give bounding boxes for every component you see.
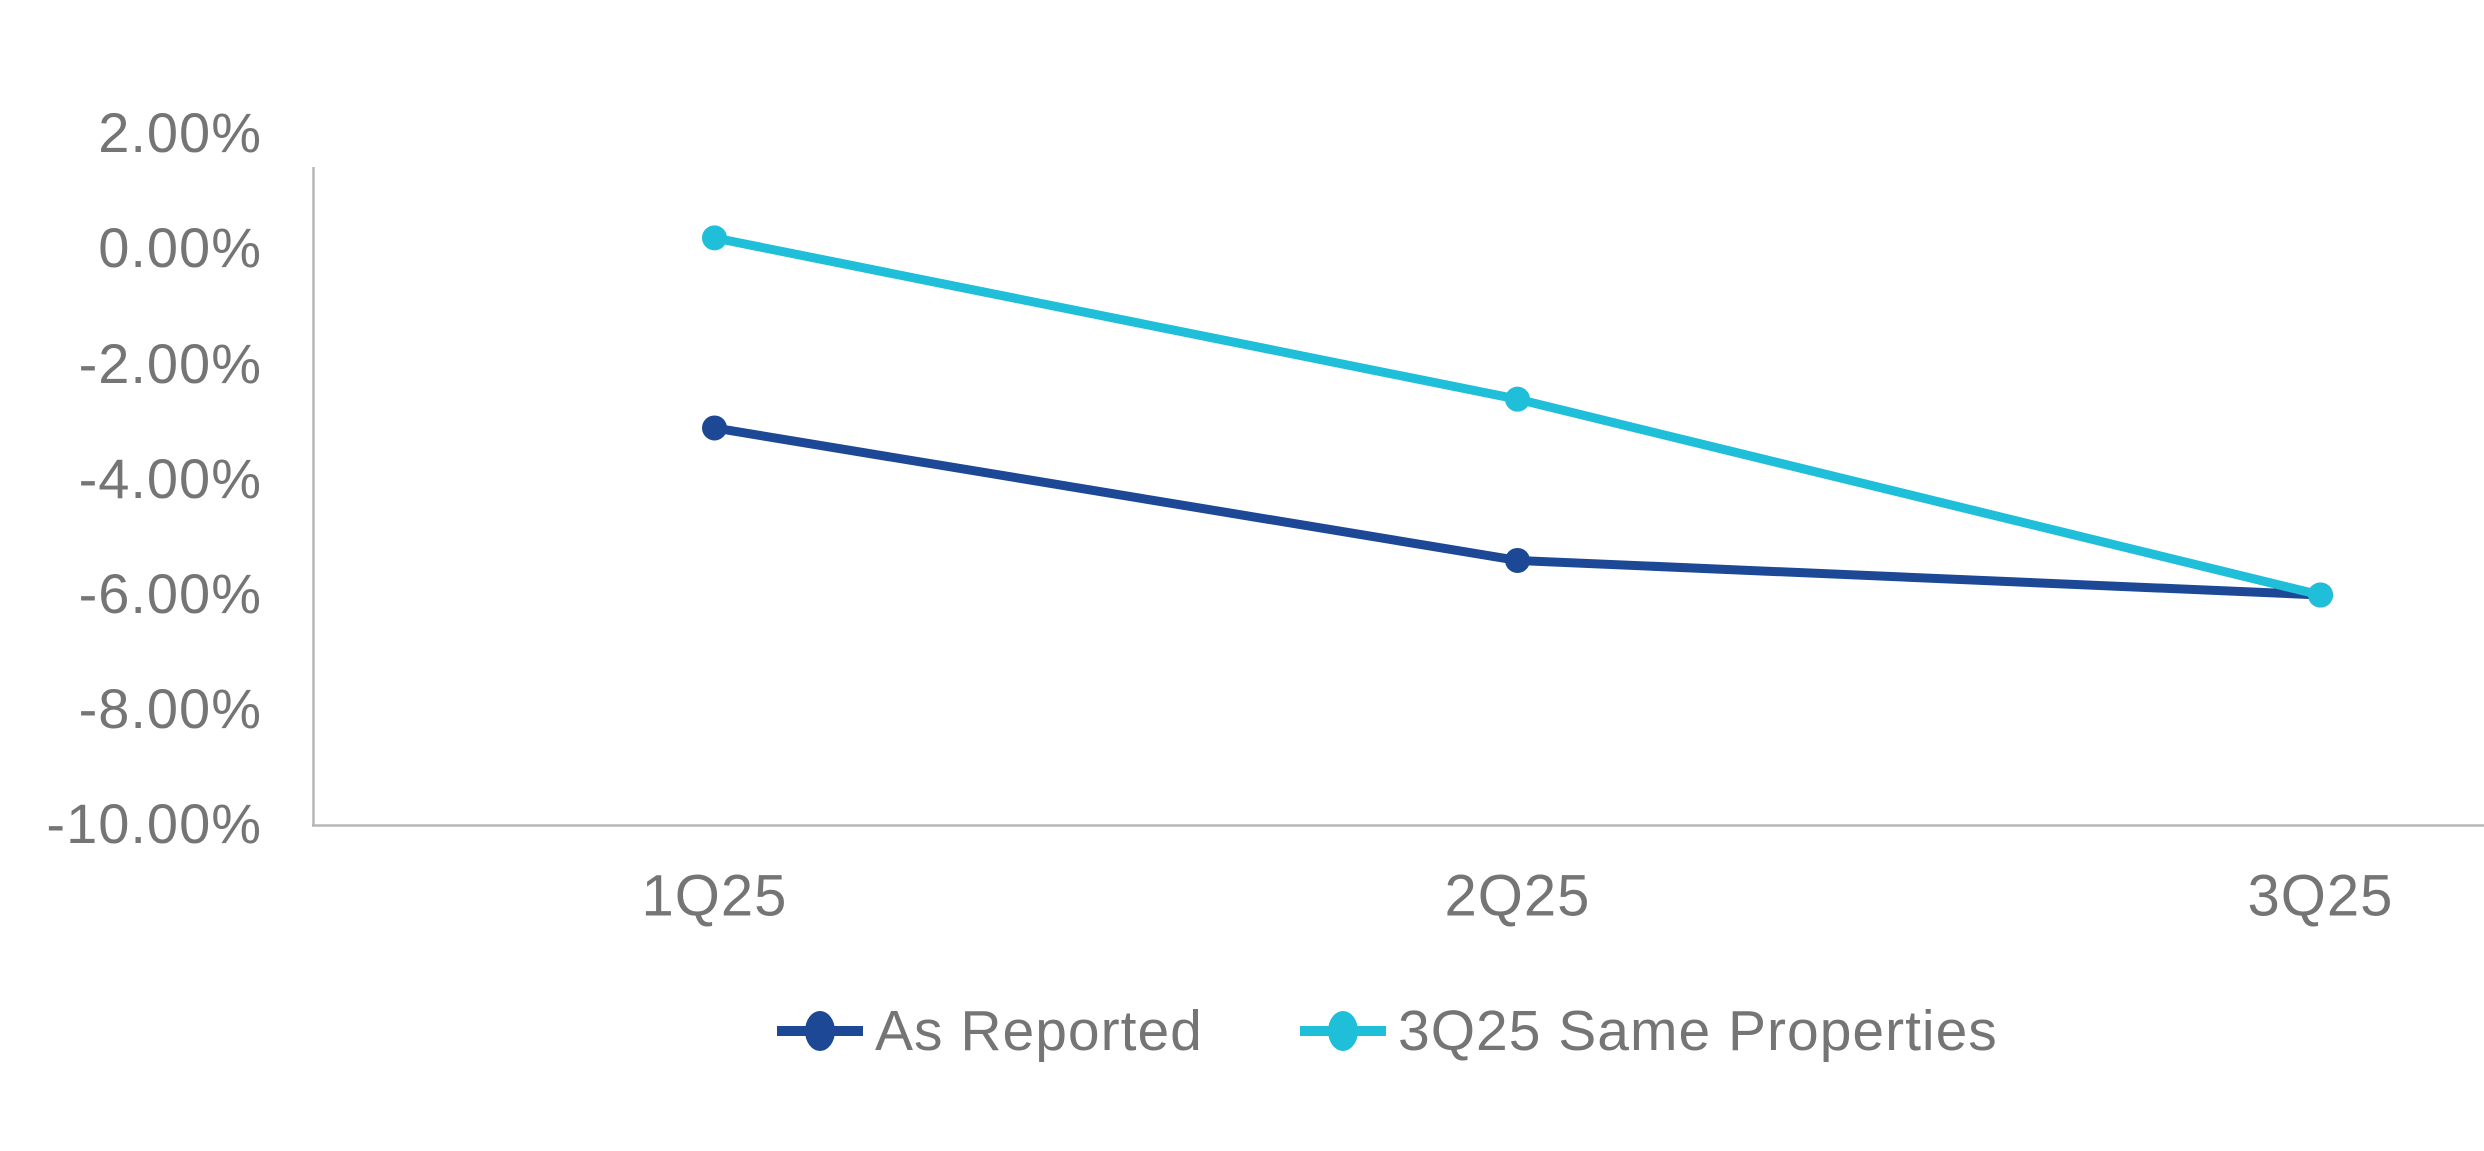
series-line-same-properties <box>710 233 2325 600</box>
y-tick-label: -2.00% <box>78 331 262 395</box>
data-point-marker <box>702 415 727 441</box>
legend-marker-as-reported-icon <box>777 1011 863 1051</box>
legend-label-as-reported: As Reported <box>875 999 1203 1063</box>
x-tick-label: 2Q25 <box>1444 863 1591 929</box>
legend-item-as-reported: As Reported <box>777 998 1203 1064</box>
y-tick-label: 0.00% <box>98 216 262 280</box>
y-tick-label: -8.00% <box>78 677 262 741</box>
x-tick-label: 1Q25 <box>641 863 788 929</box>
legend-marker-3q25-same-properties-icon <box>1300 1011 1386 1051</box>
data-point-marker <box>1505 547 1530 573</box>
x-tick-label: 3Q25 <box>2247 863 2394 929</box>
y-tick-label: -10.00% <box>46 792 262 856</box>
data-point-marker <box>1505 386 1530 412</box>
data-point-marker <box>2308 582 2333 608</box>
y-tick-label: -4.00% <box>78 446 262 510</box>
legend-item-3q25-same-properties: 3Q25 Same Properties <box>1300 998 1998 1064</box>
data-point-marker <box>702 225 727 251</box>
legend-label-3q25-same-properties: 3Q25 Same Properties <box>1398 999 1998 1063</box>
y-tick-label: 2.00% <box>98 101 262 165</box>
y-tick-label: -6.00% <box>78 562 262 626</box>
